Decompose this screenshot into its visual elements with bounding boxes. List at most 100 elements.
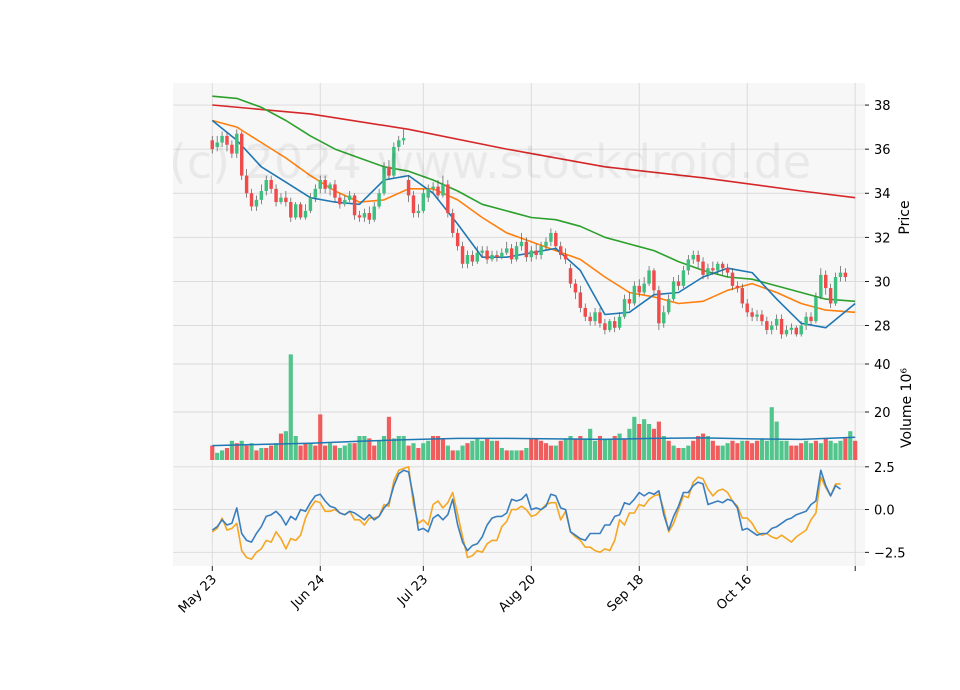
volume-bar: [367, 438, 372, 460]
volume-bar: [848, 431, 853, 460]
volume-bar: [754, 440, 760, 460]
x-tick-label: Jun 24: [288, 572, 328, 612]
candle-up: [617, 316, 622, 328]
candle-up: [377, 193, 381, 207]
volume-bar: [833, 443, 838, 460]
candle-down: [711, 268, 715, 271]
candle-up: [608, 321, 612, 330]
candle-down: [843, 272, 848, 278]
candle-up: [770, 325, 774, 330]
candle-up: [259, 191, 264, 200]
candle-down: [244, 175, 249, 194]
volume-bar: [784, 440, 789, 460]
volume-bar: [578, 436, 583, 460]
ma-long-line: [212, 104, 856, 199]
candle-down: [406, 180, 411, 196]
candle-down: [701, 261, 705, 275]
volume-bar: [715, 445, 720, 460]
candle-up: [382, 166, 386, 194]
candle-down: [627, 299, 632, 304]
candle-down: [210, 140, 214, 150]
volume-bar: [592, 440, 598, 460]
watermark: (c) 2024 www.stockdroid.de: [169, 135, 811, 189]
candle-up: [347, 195, 352, 200]
volume-bar: [558, 440, 563, 460]
volume-bar: [426, 440, 431, 460]
candle-down: [765, 321, 769, 330]
candle-up: [647, 270, 651, 284]
y-tick-label: 2.5: [874, 461, 895, 476]
candle-down: [730, 272, 735, 286]
candle-up: [789, 327, 794, 330]
volume-bar: [602, 438, 607, 460]
candle-up: [401, 138, 406, 141]
volume-bar: [381, 436, 387, 460]
candle-down: [637, 285, 641, 293]
volume-bar: [568, 436, 573, 460]
volume-bar: [583, 438, 588, 460]
candle-down: [720, 263, 725, 269]
candle-down: [338, 197, 342, 205]
volume-bar: [465, 443, 470, 460]
volume-bar: [813, 440, 819, 460]
oscillator-panel-background: [173, 460, 865, 566]
volume-bar: [642, 419, 647, 460]
candle-down: [563, 254, 568, 260]
price-axis-label: Price: [897, 200, 913, 234]
candle-down: [298, 204, 303, 218]
volume-bar: [710, 440, 715, 460]
price-panel: 28 30 32 34 36 38 Price: [173, 83, 913, 352]
candle-up: [465, 254, 470, 264]
volume-bar: [303, 443, 308, 460]
candle-down: [411, 195, 416, 214]
volume-bar: [843, 438, 848, 460]
candle-down: [828, 288, 833, 304]
candle-up: [519, 241, 524, 247]
volume-bar: [774, 421, 779, 460]
candle-down: [612, 321, 617, 328]
volume-bar: [489, 440, 495, 460]
candle-up: [475, 252, 480, 262]
candle-up: [279, 197, 283, 203]
candle-up: [539, 246, 543, 255]
volume-bar: [485, 438, 490, 460]
candle-up: [416, 210, 421, 214]
candle-down: [588, 316, 592, 322]
x-axis: May 23 Jun 24 Jul 23 Aug 20 Sep 18 Oct 16: [176, 566, 856, 616]
volume-bar: [676, 448, 681, 460]
volume-bar: [298, 445, 303, 460]
candle-down: [333, 184, 337, 198]
candle-down: [249, 193, 254, 207]
candle-up: [529, 250, 533, 258]
candle-down: [284, 197, 288, 203]
volume-bar: [308, 443, 313, 460]
candle-up: [362, 213, 367, 218]
volume-bar: [808, 443, 814, 460]
candle-up: [642, 283, 646, 293]
volume-bar: [823, 438, 828, 460]
candle-up: [505, 248, 509, 253]
volume-bar: [475, 438, 480, 460]
candle-up: [593, 312, 597, 322]
candle-down: [725, 268, 730, 273]
volume-bar: [553, 445, 558, 460]
volume-bar: [686, 445, 691, 460]
volume-bar: [735, 443, 740, 460]
candle-up: [662, 312, 666, 324]
candle-down: [524, 241, 529, 258]
candle-up: [426, 188, 430, 198]
volume-bar: [455, 450, 460, 460]
candle-down: [696, 254, 700, 262]
candle-up: [372, 206, 376, 220]
volume-bar: [327, 443, 333, 460]
candle-up: [500, 252, 504, 258]
volume-bar: [789, 445, 794, 460]
volume-bar: [293, 436, 298, 460]
volume-bar: [219, 450, 225, 460]
x-tick-label: Sep 18: [605, 572, 648, 615]
candle-down: [558, 246, 563, 255]
volume-bar: [450, 450, 455, 460]
volume-bar: [278, 433, 284, 460]
candle-down: [485, 250, 489, 260]
